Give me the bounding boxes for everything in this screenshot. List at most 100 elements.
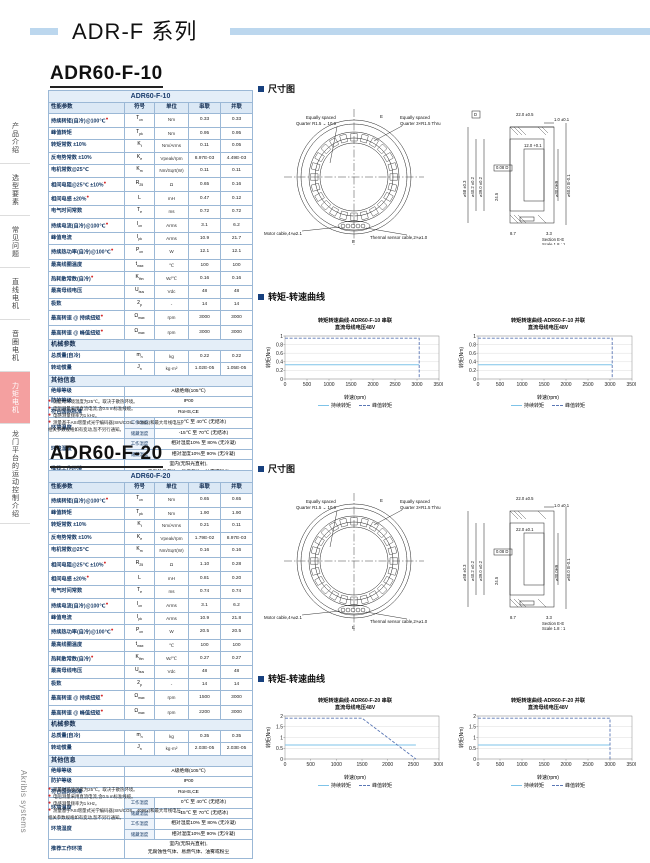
section-title-f20: ADR60-F-20 xyxy=(50,443,163,468)
row-parameter: 相间电感 ±20%● xyxy=(48,570,125,587)
row-parallel-value: 0.35 xyxy=(220,729,253,744)
row-series-value: 0.72 xyxy=(188,205,221,219)
row-parameter: 转动惯量 xyxy=(48,362,125,376)
bullet-square-icon xyxy=(258,293,264,300)
svg-text:⌀60.0 0/-0.1: ⌀60.0 0/-0.1 xyxy=(566,558,571,581)
col-parameter: 性能参数 xyxy=(48,102,125,114)
chart-plot: 0 0.5 1 1.5 2 0 500 1000 1500 2000 2500 3000 3500 转矩(… xyxy=(458,712,638,775)
row-parallel-value: 3000 xyxy=(220,324,253,340)
table-row: 极数 2p -14 14 xyxy=(48,677,253,692)
col-symbol: 符号 xyxy=(124,102,155,114)
sidebar-item-voice-coil-motor[interactable]: 音圈电机 xyxy=(0,320,30,372)
chart-xlabel: 转速(rpm) xyxy=(537,395,559,401)
row-parallel-value: 0.27 xyxy=(220,651,253,667)
svg-text:0.8: 0.8 xyxy=(276,342,283,348)
row-series-value: 2200 xyxy=(188,704,221,720)
row-parameter: 总质量(自冷) xyxy=(48,729,125,744)
sidebar-item-torque-motor[interactable]: 力矩电机 xyxy=(0,372,30,424)
svg-text:3000: 3000 xyxy=(411,382,422,388)
svg-text:500: 500 xyxy=(496,382,505,388)
svg-text:Equally spaced: Equally spaced xyxy=(306,499,336,504)
svg-text:E: E xyxy=(380,498,383,503)
table-row: 持续热功率(自冷)@100℃● Pcn W 20.5 20.5 xyxy=(48,624,253,640)
row-symbol: Km xyxy=(124,544,155,558)
svg-text:500: 500 xyxy=(306,762,315,768)
svg-text:0: 0 xyxy=(280,377,283,383)
row-parameter: 电机常数@25℃ xyxy=(48,544,125,558)
svg-text:Equally spaced: Equally spaced xyxy=(400,499,430,504)
row-series-value: 0.22 xyxy=(188,349,221,364)
row-parameter: 峰值转矩 xyxy=(48,126,125,141)
row-parallel-value: 0.65 xyxy=(220,492,253,508)
row-symbol: R25 xyxy=(124,176,155,192)
row-parameter: 转矩常数 ±10% xyxy=(48,519,125,533)
dim-30: ⌀30.0H9 xyxy=(554,180,559,197)
svg-text:3000: 3000 xyxy=(604,762,615,768)
row-parallel-value: 6.2 xyxy=(220,217,253,233)
svg-text:Scale 1.8 : 1: Scale 1.8 : 1 xyxy=(542,626,566,631)
row-series-value: 100 xyxy=(188,258,221,273)
svg-text:2: 2 xyxy=(473,714,476,720)
row-series-value: 0.11 xyxy=(188,164,221,178)
row-value: 相对湿度10% 至 80% (无冷凝) xyxy=(154,438,253,450)
svg-text:1: 1 xyxy=(280,334,283,340)
sidebar-item-gantry-motion-control[interactable]: 龙门平台的运动控制介绍 xyxy=(0,424,30,524)
table-row: 最高线圈温度 tmax ℃ 100 100 xyxy=(48,258,253,273)
row-symbol: Kt xyxy=(124,519,155,533)
dim-245: 24.5 xyxy=(494,192,499,201)
table-row: 最高母线电压 Ubus Vdc 48 48 xyxy=(48,285,253,299)
row-parameter: 电气时间常数 xyxy=(48,205,125,219)
row-unit: Nm/Sqrt(W) xyxy=(154,544,189,558)
row-parameter: 最高线圈温度 xyxy=(48,638,125,653)
table-row: 热耗散常数(自冷)● Kthn W/℃ 0.16 0.16 xyxy=(48,271,253,287)
row-unit: W/℃ xyxy=(154,271,189,287)
svg-text:Thermal sensor cable,2×⌀1.0: Thermal sensor cable,2×⌀1.0 xyxy=(370,619,428,624)
row-parallel-value: 3000 xyxy=(220,690,253,706)
row-unit: mH xyxy=(154,190,189,207)
table-row: 环境湿度 工作温度 相对湿度10% 至 80% (无冷凝) xyxy=(48,818,253,841)
row-symbol: Te xyxy=(124,205,155,219)
row-value: A级绝缘(105℃) xyxy=(124,765,253,778)
row-parallel-value: 1.05E-05 xyxy=(220,362,253,376)
row-unit: ms xyxy=(154,205,189,219)
footnote-bullet-icon: ● xyxy=(48,405,52,411)
row-symbol: tmax xyxy=(124,638,155,653)
svg-text:1: 1 xyxy=(280,735,283,741)
table-row: 最高转速 @ 峰值扭矩● Ωmax rpm 2200 3000 xyxy=(48,704,253,720)
table-row: 绝缘等级 A级绝缘(105℃) xyxy=(48,385,253,398)
row-unit: Arms xyxy=(154,611,189,626)
dim-33: 3.3 xyxy=(546,231,552,236)
row-symbol: Ke xyxy=(124,151,155,166)
row-parallel-value: 6.2 xyxy=(220,597,253,613)
sidebar-item-products[interactable]: 产品介绍 xyxy=(0,112,30,164)
dimension-drawing-f10: Equally spaced Quarter R1.5 ⌄ 10.0 Equal… xyxy=(262,105,647,245)
table-header-row: 性能参数 符号 单位 串联 并联 xyxy=(48,102,253,114)
torque-speed-chart-f20-parallel: 转矩转速曲线-ADR60-F-20 并联 直流母线电压48V 0 0.5 1 1.5 2… xyxy=(458,698,638,789)
sidebar-item-selection[interactable]: 选型要素 xyxy=(0,164,30,216)
row-unit: Arms xyxy=(154,597,189,613)
svg-text:1500: 1500 xyxy=(356,762,367,768)
svg-text:2500: 2500 xyxy=(582,382,593,388)
row-parallel-value: 0.11 xyxy=(220,519,253,533)
table-row: 极数 2p -14 14 xyxy=(48,297,253,312)
row-unit: - xyxy=(154,297,189,312)
row-series-value: 0.81 xyxy=(188,570,221,587)
sidebar-item-label: 常见问题 xyxy=(11,225,19,258)
svg-text:0: 0 xyxy=(473,757,476,763)
table-row: 总质量(自冷) mn kg 0.22 0.22 xyxy=(48,349,253,364)
svg-text:E: E xyxy=(352,625,355,630)
spec-table-f10: ADR60-F-10 性能参数 符号 单位 串联 并联 持续转矩(自冷)@100… xyxy=(48,90,253,480)
row-unit: ℃ xyxy=(154,638,189,653)
row-parallel-value: 20.5 xyxy=(220,624,253,640)
curve-heading-label: 转矩-转速曲线 xyxy=(268,674,325,684)
header-rule-right xyxy=(230,28,650,35)
footnote: ● 电阻测量采用直流电流,含0.5 m标准线缆。 xyxy=(48,793,136,799)
row-parallel-value: 0.72 xyxy=(220,205,253,219)
row-series-value: 0.47 xyxy=(188,190,221,207)
row-parameter: 峰值电流 xyxy=(48,231,125,246)
sidebar-item-linear-motor[interactable]: 直线电机 xyxy=(0,268,30,320)
footnote: ● 电感测量频率为1 kHz。 xyxy=(48,412,100,418)
row-parameter: 最高线圈温度 xyxy=(48,258,125,273)
sidebar-item-faq[interactable]: 常见问题 xyxy=(0,216,30,268)
